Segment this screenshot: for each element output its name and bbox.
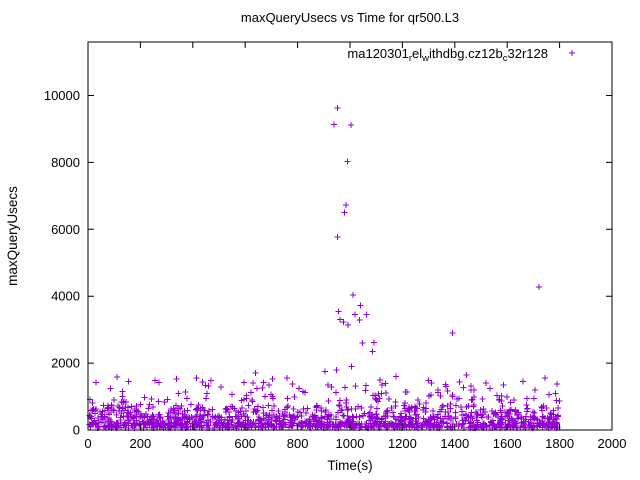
axis-ticks [87, 42, 613, 431]
y-tick-label: 8000 [51, 155, 80, 170]
y-tick-label: 2000 [51, 356, 80, 371]
y-tick-label: 4000 [51, 289, 80, 304]
plot-border [87, 41, 613, 431]
y-tick-label: 10000 [44, 88, 80, 103]
x-tick-label: 1400 [440, 436, 469, 451]
legend-label: ma120301relwithdbg.cz12bc32r128 [347, 46, 548, 64]
x-tick-label: 2000 [598, 436, 627, 451]
x-tick-label: 600 [234, 436, 256, 451]
x-axis-label: Time(s) [327, 458, 372, 473]
x-tick-label: 1800 [545, 436, 574, 451]
x-tick-label: 1000 [336, 436, 365, 451]
x-tick-label: 1200 [388, 436, 417, 451]
chart-title: maxQueryUsecs vs Time for qr500.L3 [241, 10, 459, 25]
x-tick-label: 1600 [493, 436, 522, 451]
y-tick-label: 0 [73, 423, 80, 438]
x-tick-label: 800 [287, 436, 309, 451]
x-tick-label: 0 [84, 436, 91, 451]
data-points [86, 105, 563, 431]
legend-marker-plus-icon [569, 50, 575, 56]
x-tick-label: 200 [130, 436, 152, 451]
y-tick-label: 6000 [51, 222, 80, 237]
x-tick-label: 400 [182, 436, 204, 451]
y-axis-label: maxQueryUsecs [5, 186, 20, 286]
